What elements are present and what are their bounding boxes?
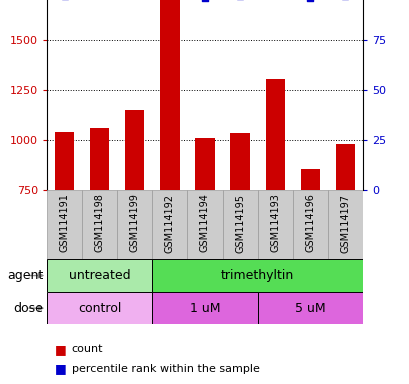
Bar [47, 292, 152, 324]
Bar [300, 169, 319, 190]
Text: 5 uM: 5 uM [294, 302, 325, 314]
Bar [195, 138, 214, 190]
Bar [187, 190, 222, 259]
Bar [55, 132, 74, 190]
Text: dose: dose [13, 302, 43, 314]
Text: GSM114192: GSM114192 [164, 194, 175, 253]
Bar [82, 190, 117, 259]
Bar [152, 292, 257, 324]
Text: 1 uM: 1 uM [189, 302, 220, 314]
Text: GSM114197: GSM114197 [339, 194, 349, 253]
Bar [292, 190, 327, 259]
Text: control: control [78, 302, 121, 314]
Bar [265, 79, 284, 190]
Text: count: count [72, 344, 103, 354]
Bar [90, 128, 109, 190]
Bar [222, 190, 257, 259]
Text: untreated: untreated [69, 269, 130, 282]
Bar [47, 259, 152, 292]
Bar [117, 190, 152, 259]
Bar [160, 0, 179, 190]
Point [201, 0, 208, 2]
Text: GSM114194: GSM114194 [200, 194, 209, 252]
Bar [125, 110, 144, 190]
Bar [257, 190, 292, 259]
Bar [335, 144, 354, 190]
Text: GSM114198: GSM114198 [94, 194, 105, 252]
Bar [47, 190, 82, 259]
Text: ■: ■ [55, 343, 67, 356]
Text: trimethyltin: trimethyltin [220, 269, 294, 282]
Text: percentile rank within the sample: percentile rank within the sample [72, 364, 259, 374]
Point [306, 0, 313, 2]
Text: ■: ■ [55, 362, 67, 375]
Bar [327, 190, 362, 259]
Text: GSM114195: GSM114195 [234, 194, 245, 253]
Text: GSM114199: GSM114199 [130, 194, 139, 252]
Bar [152, 259, 362, 292]
Bar [152, 190, 187, 259]
Text: GSM114196: GSM114196 [304, 194, 315, 252]
Text: GSM114191: GSM114191 [60, 194, 70, 252]
Text: agent: agent [7, 269, 43, 282]
Bar [257, 292, 362, 324]
Text: GSM114193: GSM114193 [270, 194, 279, 252]
Bar [230, 133, 249, 190]
